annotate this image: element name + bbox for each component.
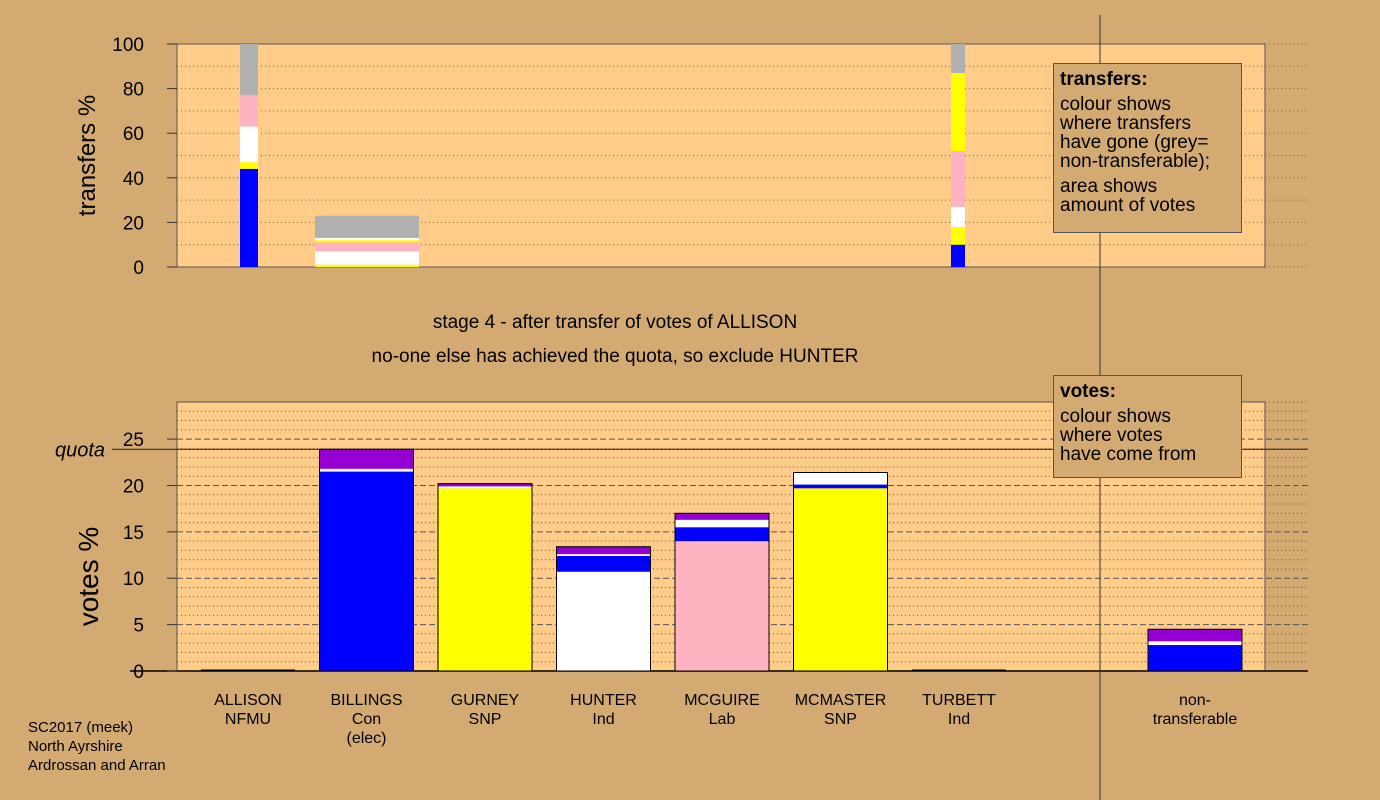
transfer-segment	[315, 215, 419, 239]
candidate-name: MCGUIRE	[684, 692, 760, 709]
vote-bar-outline	[674, 512, 770, 672]
transfers-y-tick-label: 60	[123, 124, 144, 145]
candidate-name: ALLISON	[214, 692, 282, 709]
transfer-segment	[951, 151, 965, 207]
votes-y-tick-label: 10	[123, 569, 144, 590]
transfers-y-tick-label: 40	[123, 169, 144, 190]
votes-y-tick-label: 0	[133, 662, 144, 683]
transfers-legend-line: have gone (grey=	[1060, 132, 1209, 153]
transfer-segment	[240, 44, 258, 96]
transfers-y-axis-label: transfers %	[74, 95, 101, 216]
vote-segment	[438, 483, 532, 487]
votes-y-tick-label: 5	[133, 616, 144, 637]
vote-segment	[438, 488, 532, 671]
vote-segment	[675, 527, 769, 542]
transfer-segment	[315, 240, 419, 243]
candidate-name: HUNTER	[570, 692, 637, 709]
transfers-legend-line: non-transferable);	[1060, 151, 1210, 172]
vote-segment	[675, 519, 769, 528]
stage-description: stage 4 - after transfer of votes of ALL…	[433, 312, 797, 333]
transfer-segment	[951, 226, 965, 245]
transfers-y-tick-label: 100	[112, 35, 144, 56]
transfer-segment	[240, 95, 258, 127]
transfers-legend: transfers: colour shows where transfers …	[1053, 63, 1242, 233]
vote-bar-outline	[793, 471, 888, 672]
candidate-name: MCMASTER	[795, 692, 887, 709]
transfers-legend-line: amount of votes	[1060, 195, 1196, 216]
candidate-name: TURBETT	[922, 692, 996, 709]
transfer-segment	[315, 251, 419, 265]
candidate-party: Ind	[592, 711, 614, 728]
votes-legend-line: where votes	[1060, 425, 1163, 446]
transfers-legend-title: transfers:	[1060, 69, 1148, 90]
vote-segment	[556, 546, 651, 555]
transfers-legend-line: where transfers	[1060, 113, 1191, 134]
vote-segment	[675, 513, 769, 520]
transfer-segment	[951, 72, 965, 152]
vote-segment	[556, 555, 651, 572]
vote-segment	[319, 468, 414, 472]
votes-legend-line: have come from	[1060, 444, 1197, 465]
candidate-party: NFMU	[225, 711, 271, 728]
votes-y-tick-label: 15	[123, 523, 144, 544]
votes-y-axis-label: votes %	[73, 527, 104, 627]
votes-legend: votes: colour shows where votes have com…	[1053, 375, 1242, 478]
transfer-segment	[315, 238, 419, 241]
vote-segment	[675, 541, 769, 671]
votes-legend-line: colour shows	[1060, 406, 1171, 427]
transfers-legend-line: area shows	[1060, 176, 1158, 197]
stage-action: no-one else has achieved the quota, so e…	[372, 346, 859, 367]
transfers-legend-line: colour shows	[1060, 94, 1171, 115]
footer-line: SC2017 (meek)	[28, 719, 134, 736]
votes-legend-title: votes:	[1060, 381, 1116, 402]
candidate-party: SNP	[824, 711, 857, 728]
vote-segment	[793, 472, 888, 485]
vote-segment	[1148, 641, 1242, 646]
vote-segment	[319, 471, 414, 671]
candidate-party: Con	[352, 711, 381, 728]
transfer-segment	[240, 162, 258, 169]
transfer-segment	[951, 244, 965, 267]
candidate-name: BILLINGS	[330, 692, 402, 709]
quota-label: quota	[55, 439, 105, 461]
transfer-segment	[240, 126, 258, 163]
footer-line: North Ayrshire	[28, 738, 123, 755]
transfer-segment	[951, 206, 965, 227]
transfer-segment	[240, 168, 258, 267]
vote-segment	[556, 554, 651, 556]
candidate-party: transferable	[1153, 711, 1238, 728]
candidate-party: Lab	[709, 711, 736, 728]
transfers-y-tick-label: 80	[123, 80, 144, 101]
vote-bar-outline	[556, 546, 651, 672]
votes-y-tick-label: 25	[123, 430, 144, 451]
vote-segment	[1148, 645, 1242, 671]
transfer-segment	[315, 264, 419, 267]
vote-bar-outline	[437, 483, 533, 672]
footer: SC2017 (meek) North Ayrshire Ardrossan a…	[28, 718, 166, 775]
transfer-segment	[951, 44, 965, 73]
transfer-segment	[315, 242, 419, 252]
vote-segment	[556, 571, 651, 671]
candidate-name: non-	[1179, 692, 1211, 709]
vote-segment	[438, 486, 532, 489]
transfers-y-tick-label: 0	[133, 258, 144, 279]
vote-segment	[793, 484, 888, 489]
candidate-party: Ind	[948, 711, 970, 728]
vote-segment	[319, 449, 414, 469]
candidate-name: GURNEY	[451, 692, 520, 709]
vote-bar-outline	[1147, 628, 1243, 672]
candidate-party: SNP	[469, 711, 502, 728]
transfers-y-tick-label: 20	[123, 213, 144, 234]
footer-line: Ardrossan and Arran	[28, 757, 166, 774]
candidate-status: (elec)	[346, 730, 386, 747]
vote-segment	[793, 488, 888, 671]
vote-bar-outline	[319, 448, 414, 672]
votes-y-tick-label: 20	[123, 476, 144, 497]
vote-segment	[1148, 629, 1242, 642]
